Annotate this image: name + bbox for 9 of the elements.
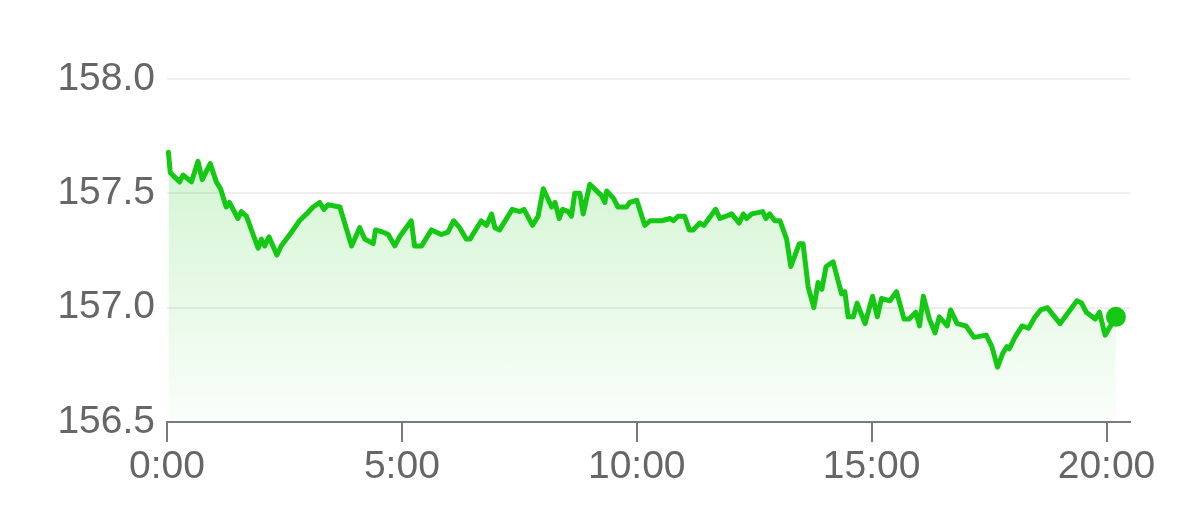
x-tick-label: 5:00 bbox=[363, 443, 440, 487]
y-tick-label: 157.0 bbox=[57, 283, 155, 327]
x-tick-label: 20:00 bbox=[1057, 443, 1156, 487]
x-tick-label: 15:00 bbox=[822, 443, 921, 487]
y-tick-label: 157.5 bbox=[57, 169, 155, 213]
y-tick-label: 158.0 bbox=[57, 54, 155, 98]
y-tick-label: 156.5 bbox=[57, 397, 155, 441]
x-tick-label: 0:00 bbox=[129, 443, 205, 487]
x-tick-label: 10:00 bbox=[587, 443, 686, 487]
